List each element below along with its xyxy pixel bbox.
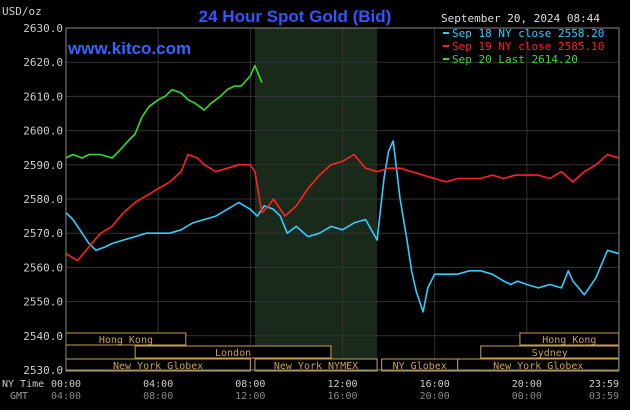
y-tick-labels: 2630.0 2620.0 2610.0 2600.0 2590.0 2580.0 2570… xyxy=(23,22,63,377)
legend-item-1: Sep 18 NY close 2558.20 xyxy=(452,27,604,40)
y-tick-label: 2600.0 xyxy=(23,125,63,138)
y-tick-label: 2630.0 xyxy=(23,22,63,35)
series-line-1 xyxy=(65,140,620,313)
session-label: London xyxy=(215,348,251,359)
session-label: New York Globex xyxy=(113,361,203,372)
site-label: www.kitco.com xyxy=(67,39,191,58)
gmt-tick-label: 03:59 xyxy=(589,391,619,402)
ny-tick-label: 08:00 xyxy=(235,379,265,390)
session-label: Hong Kong xyxy=(99,335,153,346)
chart-title: 24 Hour Spot Gold (Bid) xyxy=(199,7,392,26)
ny-tick-label: 12:00 xyxy=(327,379,357,390)
y-tick-label: 2570.0 xyxy=(23,227,63,240)
gmt-tick-label: 12:00 xyxy=(235,391,265,402)
y-tick-label: 2560.0 xyxy=(23,261,63,274)
y-tick-label: 2590.0 xyxy=(23,159,63,172)
y-tick-label: 2540.0 xyxy=(23,330,63,343)
session-label: NY Globex xyxy=(393,361,447,372)
ny-tick-label: 23:59 xyxy=(589,379,619,390)
gmt-tick-label: 00:00 xyxy=(512,391,542,402)
series-line-2 xyxy=(65,153,620,262)
gmt-label: GMT xyxy=(10,391,28,402)
ny-tick-label: 00:00 xyxy=(51,379,81,390)
gmt-tick-label: 20:00 xyxy=(420,391,450,402)
session-label: Sydney xyxy=(532,348,568,359)
gmt-tick-label: 04:00 xyxy=(51,391,81,402)
x-tick-labels: 00:00 04:00 08:00 12:00 16:00 20:00 23:5904:00… xyxy=(51,379,619,402)
gmt-tick-label: 08:00 xyxy=(143,391,173,402)
y-unit-label: USD/oz xyxy=(2,5,42,18)
ny-tick-label: 20:00 xyxy=(512,379,542,390)
gmt-tick-label: 16:00 xyxy=(327,391,357,402)
plot-frame xyxy=(65,27,620,371)
session-label: Hong Kong xyxy=(542,335,596,346)
y-tick-label: 2550.0 xyxy=(23,296,63,309)
legend-item-3: Sep 20 Last 2614.20 xyxy=(452,53,578,66)
y-tick-label: 2530.0 xyxy=(23,364,63,377)
session-box xyxy=(254,358,378,372)
session-label: New York Globex xyxy=(493,361,583,372)
chart-date: September 20, 2024 08:44 xyxy=(441,12,600,25)
series-line-3 xyxy=(65,64,263,159)
legend-item-2: Sep 19 NY close 2585.10 xyxy=(452,40,604,53)
session-bars: Hong Kong Hong Kong London Sydney New York G… xyxy=(65,332,620,372)
ny-tick-label: 04:00 xyxy=(143,379,173,390)
ny-tick-label: 16:00 xyxy=(420,379,450,390)
y-tick-label: 2610.0 xyxy=(23,90,63,103)
series-group xyxy=(65,64,620,313)
y-tick-label: 2620.0 xyxy=(23,56,63,69)
y-tick-label: 2580.0 xyxy=(23,193,63,206)
session-label: New York NYMEX xyxy=(274,361,358,372)
ny-time-label: NY Time xyxy=(2,379,44,390)
session-box xyxy=(134,345,332,359)
